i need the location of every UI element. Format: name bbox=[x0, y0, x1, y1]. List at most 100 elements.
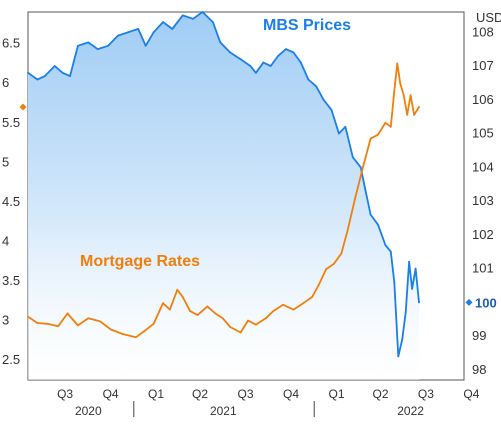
series-0-point-4 bbox=[61, 71, 64, 74]
series-1-point-10 bbox=[134, 336, 137, 339]
series-1-point-39 bbox=[369, 137, 372, 140]
series-0-point-8 bbox=[96, 48, 99, 50]
left-tick-0: 2.5 bbox=[2, 352, 20, 367]
series-0-point-13 bbox=[144, 44, 147, 47]
series-area-0 bbox=[28, 12, 419, 380]
series-0-point-25 bbox=[255, 71, 257, 74]
series-0-point-2 bbox=[43, 75, 46, 77]
quarter-tick-2: Q1 bbox=[148, 387, 164, 401]
series-0-point-49 bbox=[408, 260, 410, 263]
series-0-point-17 bbox=[181, 14, 184, 17]
quarter-tick-0: Q3 bbox=[57, 387, 73, 401]
series-0-point-15 bbox=[162, 21, 164, 23]
series-0-point-6 bbox=[77, 44, 79, 47]
series-1-point-3 bbox=[57, 325, 60, 328]
series-1-point-7 bbox=[99, 320, 102, 323]
series-1-point-30 bbox=[302, 302, 305, 305]
year-label-0: 2020 bbox=[75, 404, 102, 418]
quarter-tick-3: Q2 bbox=[192, 387, 208, 401]
mbs-series-label: MBS Prices bbox=[263, 17, 351, 34]
left-tick-1: 3 bbox=[2, 313, 9, 328]
series-0-point-36 bbox=[338, 132, 340, 135]
series-1-point-45 bbox=[399, 82, 402, 85]
series-0-point-43 bbox=[384, 244, 387, 246]
series-1-point-49 bbox=[413, 114, 415, 116]
series-0-point-12 bbox=[137, 28, 140, 30]
left-tick-6: 5.5 bbox=[2, 115, 20, 130]
quarter-tick-8: Q3 bbox=[418, 387, 434, 401]
series-0-point-31 bbox=[300, 61, 302, 64]
series-1-point-22 bbox=[229, 326, 232, 328]
series-1-point-42 bbox=[389, 125, 392, 128]
quarter-tick-9: Q4 bbox=[463, 387, 479, 401]
series-0-point-24 bbox=[249, 65, 252, 67]
series-0-point-28 bbox=[277, 55, 279, 57]
series-1-point-46 bbox=[402, 94, 405, 96]
series-0-point-21 bbox=[219, 41, 222, 44]
series-0-point-48 bbox=[404, 311, 407, 314]
series-1-point-40 bbox=[377, 133, 379, 136]
right-tick-10: 108 bbox=[472, 24, 494, 39]
left-tick-7: 6 bbox=[2, 75, 9, 90]
series-0-point-7 bbox=[87, 41, 90, 44]
series-0-point-34 bbox=[322, 98, 325, 101]
series-0-point-33 bbox=[315, 85, 318, 88]
series-1-point-38 bbox=[362, 165, 365, 168]
series-1-point-2 bbox=[46, 322, 49, 325]
series-0-point-10 bbox=[117, 34, 119, 37]
series-0-point-29 bbox=[285, 48, 287, 50]
series-0-point-20 bbox=[212, 21, 214, 23]
quarter-tick-6: Q1 bbox=[328, 387, 344, 401]
series-1-point-41 bbox=[384, 121, 387, 124]
axis-marker-0 bbox=[19, 103, 27, 111]
series-0-point-1 bbox=[36, 78, 39, 81]
series-1-point-24 bbox=[247, 319, 249, 322]
series-1-point-21 bbox=[221, 317, 224, 320]
series-0-point-44 bbox=[389, 250, 392, 253]
series-0-point-42 bbox=[377, 223, 379, 226]
series-1-point-14 bbox=[169, 308, 171, 311]
series-1-point-0 bbox=[27, 315, 29, 318]
series-0-point-22 bbox=[229, 51, 232, 54]
series-lines bbox=[27, 11, 420, 358]
right-tick-5: 103 bbox=[472, 193, 494, 208]
series-1-point-6 bbox=[87, 317, 90, 320]
series-1-point-43 bbox=[393, 90, 396, 92]
series-1-point-44 bbox=[396, 62, 399, 65]
series-1-point-18 bbox=[196, 314, 199, 316]
series-1-point-15 bbox=[176, 288, 179, 291]
axis-value-markers: 100 bbox=[19, 103, 497, 310]
series-1-point-16 bbox=[181, 296, 184, 298]
series-0-point-39 bbox=[359, 166, 362, 169]
right-tick-0: 98 bbox=[472, 362, 486, 377]
series-0-point-50 bbox=[411, 287, 413, 290]
series-0-point-32 bbox=[307, 78, 310, 81]
series-1-point-5 bbox=[77, 324, 79, 327]
right-tick-9: 107 bbox=[472, 58, 494, 73]
series-0-point-37 bbox=[344, 125, 347, 128]
left-tick-2: 3.5 bbox=[2, 273, 20, 288]
series-1-point-4 bbox=[66, 312, 69, 315]
left-tick-4: 4.5 bbox=[2, 194, 20, 209]
series-0-point-9 bbox=[107, 44, 109, 47]
series-0-point-23 bbox=[239, 58, 242, 61]
series-1-point-1 bbox=[36, 322, 39, 324]
series-1-point-23 bbox=[239, 331, 242, 334]
quarter-tick-1: Q4 bbox=[103, 387, 119, 401]
quarter-tick-4: Q3 bbox=[237, 387, 253, 401]
left-tick-3: 4 bbox=[2, 234, 9, 249]
series-1-point-29 bbox=[292, 308, 295, 311]
year-label-2: 2022 bbox=[397, 404, 424, 418]
series-1-point-19 bbox=[206, 305, 209, 308]
series-1-point-25 bbox=[255, 323, 257, 326]
series-0-point-51 bbox=[414, 267, 417, 270]
series-0-point-3 bbox=[53, 65, 56, 67]
series-1-point-31 bbox=[311, 296, 314, 298]
series-1-point-33 bbox=[325, 268, 327, 271]
unit-label: USD bbox=[476, 10, 501, 25]
series-0-point-11 bbox=[127, 31, 129, 34]
series-0-point-40 bbox=[364, 190, 367, 192]
series-0-point-35 bbox=[330, 109, 333, 111]
